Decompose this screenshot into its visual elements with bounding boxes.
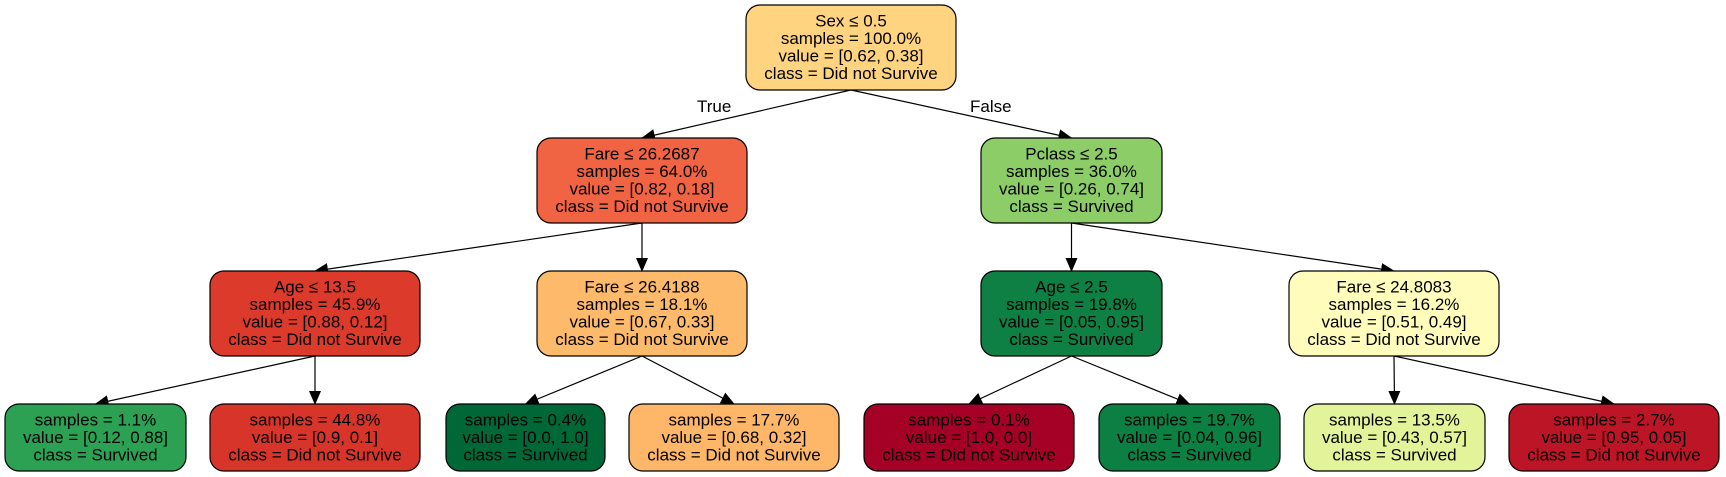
node-box bbox=[980, 270, 1163, 357]
edges-layer: True False bbox=[94, 89, 1615, 408]
node-text-line: class = Survived bbox=[1127, 445, 1251, 464]
node-box bbox=[209, 403, 421, 472]
node-box bbox=[536, 270, 748, 357]
node-text-line: class = Survived bbox=[1332, 445, 1456, 464]
tree-node-n14: samples = 2.7%value = [0.95, 0.05]class … bbox=[1508, 403, 1720, 472]
node-text-line: samples = 100.0% bbox=[781, 29, 921, 48]
node-text-line: value = [0.9, 0.1] bbox=[252, 428, 378, 447]
node-text-line: value = [0.82, 0.18] bbox=[569, 180, 714, 199]
node-text-line: value = [0.51, 0.49] bbox=[1321, 313, 1466, 332]
node-text-line: value = [0.26, 0.74] bbox=[999, 180, 1144, 199]
node-box bbox=[1508, 403, 1720, 472]
edge-n12-n13 bbox=[1388, 355, 1401, 405]
tree-node-n10: samples = 0.1%value = [1.0, 0.0]class = … bbox=[863, 403, 1075, 472]
node-text-line: Pclass ≤ 2.5 bbox=[1025, 145, 1117, 164]
edge-n12-n14 bbox=[1393, 355, 1615, 408]
tree-node-n13: samples = 13.5%value = [0.43, 0.57]class… bbox=[1303, 403, 1486, 472]
edge-n9-n10 bbox=[968, 355, 1072, 405]
node-text-line: class = Survived bbox=[463, 445, 587, 464]
node-text-line: value = [1.0, 0.0] bbox=[906, 428, 1032, 447]
node-text-line: samples = 19.7% bbox=[1124, 410, 1255, 429]
node-text-line: samples = 18.1% bbox=[577, 295, 708, 314]
node-text-line: samples = 0.1% bbox=[908, 410, 1029, 429]
node-text-line: value = [0.67, 0.33] bbox=[569, 313, 714, 332]
node-text-line: value = [0.04, 0.96] bbox=[1117, 428, 1262, 447]
node-text-line: samples = 44.8% bbox=[250, 410, 381, 429]
node-text-line: samples = 64.0% bbox=[577, 162, 708, 181]
edge-n5-n7 bbox=[641, 355, 735, 405]
node-text-line: Sex ≤ 0.5 bbox=[815, 12, 887, 31]
edge-n0-n8 bbox=[850, 89, 1073, 142]
node-text-line: Fare ≤ 26.4188 bbox=[584, 278, 699, 297]
node-text-line: samples = 45.9% bbox=[250, 295, 381, 314]
node-text-line: class = Did not Survive bbox=[555, 197, 728, 216]
node-text-line: class = Did not Survive bbox=[228, 445, 401, 464]
node-text-line: value = [0.43, 0.57] bbox=[1322, 428, 1467, 447]
tree-node-n6: samples = 0.4%value = [0.0, 1.0]class = … bbox=[445, 403, 606, 472]
node-text-line: value = [0.68, 0.32] bbox=[661, 428, 806, 447]
node-text-line: class = Did not Survive bbox=[228, 330, 401, 349]
node-text-line: samples = 36.0% bbox=[1006, 162, 1137, 181]
node-text-line: samples = 16.2% bbox=[1329, 295, 1460, 314]
tree-node-n3: samples = 1.1%value = [0.12, 0.88]class … bbox=[4, 403, 187, 472]
edge-n9-n11 bbox=[1071, 355, 1191, 405]
node-text-line: Age ≤ 2.5 bbox=[1035, 278, 1108, 297]
node-box bbox=[445, 403, 606, 472]
edge-n0-n1 bbox=[641, 89, 852, 141]
edge-n1-n2 bbox=[314, 222, 643, 276]
node-text-line: samples = 1.1% bbox=[35, 410, 156, 429]
node-text-line: value = [0.95, 0.05] bbox=[1541, 428, 1686, 447]
node-box bbox=[1288, 270, 1500, 357]
node-text-line: class = Did not Survive bbox=[1307, 330, 1480, 349]
node-text-line: value = [0.0, 1.0] bbox=[462, 428, 588, 447]
node-text-line: Fare ≤ 26.2687 bbox=[584, 145, 699, 164]
node-text-line: class = Survived bbox=[1009, 197, 1133, 216]
node-text-line: Fare ≤ 24.8083 bbox=[1336, 278, 1451, 297]
edge-n5-n6 bbox=[524, 355, 643, 405]
node-text-line: samples = 17.7% bbox=[669, 410, 800, 429]
node-text-line: class = Did not Survive bbox=[882, 445, 1055, 464]
node-text-line: samples = 13.5% bbox=[1329, 410, 1460, 429]
node-text-line: samples = 0.4% bbox=[465, 410, 586, 429]
node-box bbox=[980, 137, 1163, 224]
node-text-line: value = [0.88, 0.12] bbox=[242, 313, 387, 332]
tree-node-n7: samples = 17.7%value = [0.68, 0.32]class… bbox=[628, 403, 840, 472]
node-text-line: Age ≤ 13.5 bbox=[274, 278, 356, 297]
node-box bbox=[628, 403, 840, 472]
edge-n2-n3 bbox=[94, 355, 316, 408]
node-box bbox=[863, 403, 1075, 472]
tree-node-n4: samples = 44.8%value = [0.9, 0.1]class =… bbox=[209, 403, 421, 472]
node-text-line: value = [0.12, 0.88] bbox=[23, 428, 168, 447]
tree-node-n11: samples = 19.7%value = [0.04, 0.96]class… bbox=[1098, 403, 1281, 472]
node-box bbox=[745, 4, 957, 91]
node-text-line: samples = 19.8% bbox=[1006, 295, 1137, 314]
node-text-line: samples = 2.7% bbox=[1553, 410, 1674, 429]
node-box bbox=[209, 270, 421, 357]
node-text-line: value = [0.62, 0.38] bbox=[778, 47, 923, 66]
edge-label-false: False bbox=[970, 97, 1012, 116]
node-box bbox=[1098, 403, 1281, 472]
node-text-line: class = Did not Survive bbox=[555, 330, 728, 349]
node-text-line: class = Survived bbox=[33, 445, 157, 464]
node-text-line: value = [0.05, 0.95] bbox=[999, 313, 1144, 332]
edge-n8-n12 bbox=[1071, 222, 1395, 276]
node-box bbox=[4, 403, 187, 472]
node-text-line: class = Did not Survive bbox=[764, 64, 937, 83]
node-text-line: class = Did not Survive bbox=[1527, 445, 1700, 464]
node-text-line: class = Did not Survive bbox=[647, 445, 820, 464]
node-box bbox=[1303, 403, 1486, 472]
node-box bbox=[536, 137, 748, 224]
node-text-line: class = Survived bbox=[1009, 330, 1133, 349]
edge-label-true: True bbox=[697, 97, 731, 116]
